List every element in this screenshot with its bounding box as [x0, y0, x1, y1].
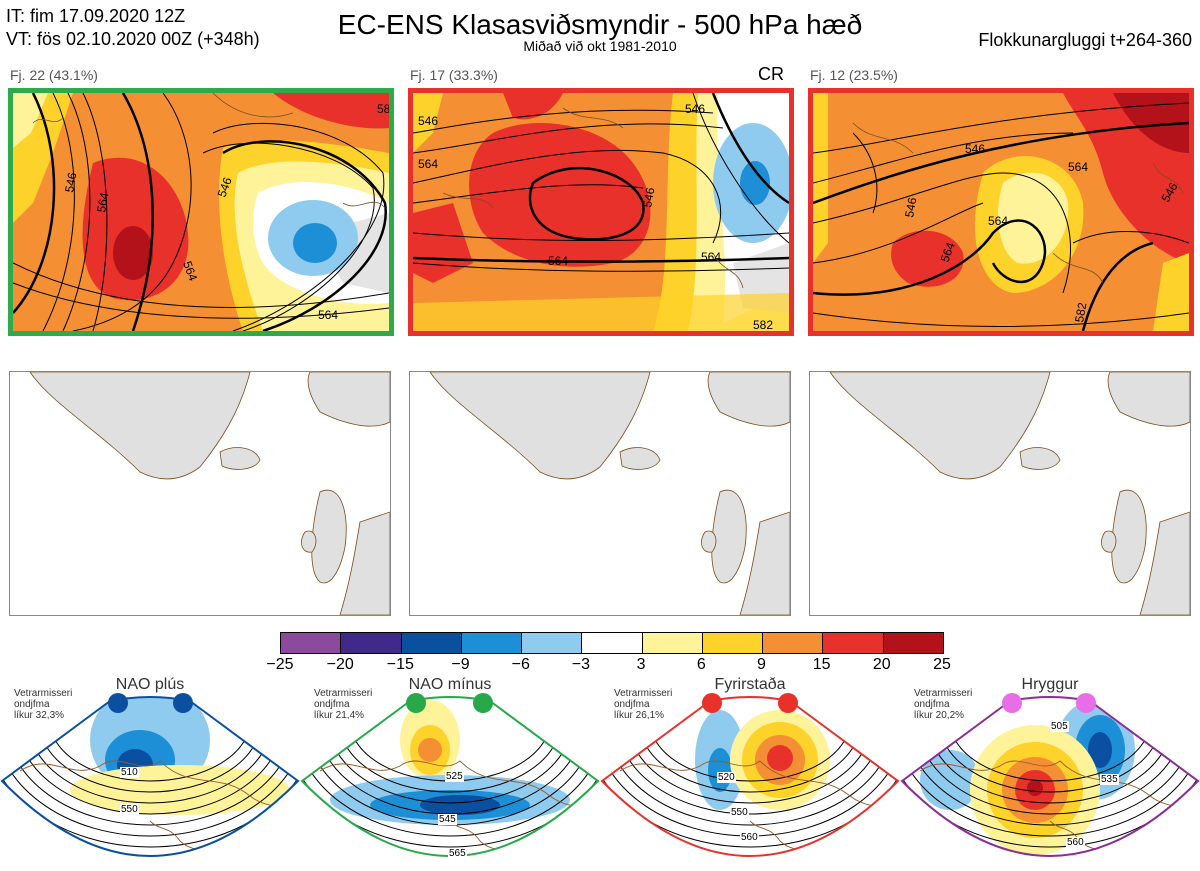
colorbar-tick-label: −25: [266, 656, 294, 673]
regime-map: [900, 696, 1200, 857]
contour-label: 546: [640, 186, 657, 208]
regime-contour-label: 565: [448, 848, 467, 859]
regime-marker-dot: [406, 693, 426, 713]
colorbar: [280, 632, 944, 654]
regime-marker-dot: [1076, 693, 1096, 713]
regime-map: [300, 696, 600, 857]
cluster-label-3: Fj. 12 (23.5%): [810, 67, 898, 83]
contour-label: 546: [902, 196, 919, 218]
colorbar-tick-label: −20: [326, 656, 354, 673]
contour-label: 546: [685, 102, 705, 116]
colorbar-tick-label: 6: [696, 656, 706, 673]
contour-label: 564: [94, 191, 111, 213]
blank-map-2: [409, 371, 791, 616]
regime-description: líkur 26,1%: [614, 710, 665, 721]
colorbar-swatch: [763, 633, 824, 653]
regime-description: líkur 32,3%: [14, 710, 65, 721]
colorbar-swatch: [702, 633, 764, 653]
contour-label: 564: [988, 214, 1008, 228]
colorbar-swatch: [401, 633, 462, 653]
contour-label: 582: [753, 318, 773, 331]
regime-contour-label: 525: [445, 771, 464, 782]
contour-label: 564: [418, 157, 438, 171]
colorbar-swatch: [883, 633, 943, 653]
control-run-tag: CR: [758, 64, 784, 84]
regime-description: ondjfma: [914, 699, 950, 710]
regime-marker-dot: [108, 693, 128, 713]
regime-name: Hryggur: [1021, 676, 1079, 693]
page-title: EC-ENS Klasasviðsmyndir - 500 hPa hæð: [337, 9, 863, 40]
regime-map: [600, 696, 900, 857]
regime-marker-dot: [473, 693, 493, 713]
cluster-label-1: Fj. 22 (43.1%): [10, 67, 98, 83]
cluster-map-3[interactable]: 546 564 546 564 564 582 546: [808, 88, 1194, 336]
contour-label: 546: [965, 142, 985, 156]
page-subtitle: Miðað við okt 1981-2010: [523, 38, 677, 54]
colorbar-tick-label: 9: [757, 656, 766, 673]
regime-contour-label: 510: [120, 767, 139, 778]
regime-map: [0, 696, 300, 857]
contour-label: 546: [62, 171, 79, 193]
contour-label: 58: [377, 102, 389, 116]
regime-marker-dot: [778, 693, 798, 713]
colorbar-swatch: [823, 633, 884, 653]
colorbar-swatch: [341, 633, 402, 653]
contour-label: 564: [318, 308, 338, 322]
regime-contour-label: 560: [1066, 837, 1085, 848]
contour-label: 546: [418, 114, 438, 128]
colorbar-tick-label: −3: [571, 656, 591, 673]
blank-map-1: [9, 371, 391, 616]
colorbar-swatch: [461, 633, 523, 653]
colorbar-swatch: [582, 633, 643, 653]
regime-description: líkur 21,4%: [314, 710, 365, 721]
regime-name: NAO mínus: [408, 676, 492, 693]
regime-marker-dot: [1002, 693, 1022, 713]
regime-description: Vetrarmisseri: [914, 688, 973, 699]
colorbar-tick-label: 3: [636, 656, 646, 673]
contour-label: 564: [180, 259, 200, 283]
valid-time: VT: fös 02.10.2020 00Z (+348h): [6, 29, 260, 49]
regime-description: Vetrarmisseri: [14, 688, 73, 699]
colorbar-tick-label: −15: [386, 656, 414, 673]
cluster-map-1[interactable]: 546 564 546 564 564 58: [8, 88, 394, 336]
regime-contour-label: 505: [1050, 721, 1069, 732]
regime-marker-dot: [702, 693, 722, 713]
colorbar-tick-label: −9: [451, 656, 470, 673]
regime-contour-label: 550: [120, 804, 139, 815]
contour-label: 564: [701, 250, 721, 264]
regime-contour-label: 535: [1100, 774, 1119, 785]
regime-description: Vetrarmisseri: [314, 688, 373, 699]
regime-name: Fyrirstaða: [714, 676, 786, 693]
colorbar-swatch: [281, 633, 342, 653]
classification-window: Flokkunargluggi t+264-360: [978, 30, 1192, 50]
colorbar-swatch: [642, 633, 703, 653]
contour-label: 564: [1068, 160, 1088, 174]
cluster-label-2: Fj. 17 (33.3%): [410, 67, 498, 83]
regime-name: NAO plús: [115, 676, 185, 693]
regime-description: Vetrarmisseri: [614, 688, 673, 699]
colorbar-tick-label: 20: [872, 656, 891, 673]
colorbar-tick-label: 25: [933, 656, 951, 673]
blank-map-3: [809, 371, 1191, 616]
contour-label: 582: [1072, 301, 1089, 323]
regime-contour-label: 545: [438, 814, 457, 825]
regime-description: ondjfma: [614, 699, 650, 710]
regime-description: líkur 20,2%: [914, 710, 965, 721]
regime-contour-label: 560: [740, 832, 759, 843]
regime-description: ondjfma: [14, 699, 50, 710]
initial-time: IT: fim 17.09.2020 12Z: [6, 6, 186, 26]
colorbar-tick-label: 15: [812, 656, 831, 673]
colorbar-swatch: [522, 633, 583, 653]
contour-label: 546: [215, 175, 235, 199]
regime-description: ondjfma: [314, 699, 350, 710]
regime-contour-label: 550: [730, 807, 749, 818]
cluster-map-2[interactable]: 546 564 546 564 546 564 582: [408, 88, 794, 336]
colorbar-tick-label: −6: [511, 656, 530, 673]
contour-label: 564: [548, 254, 568, 268]
regime-contour-label: 520: [717, 772, 736, 783]
regime-marker-dot: [173, 693, 193, 713]
contour-label: 564: [938, 240, 958, 264]
